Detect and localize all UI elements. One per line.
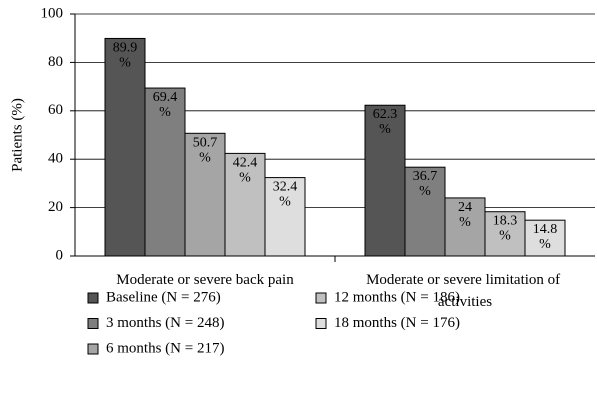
x-tick-label: Moderate or severe back pain bbox=[116, 272, 294, 288]
legend-swatch bbox=[87, 318, 99, 329]
y-tick-label: 80 bbox=[48, 54, 63, 70]
legend-label: 12 months (N = 186) bbox=[334, 289, 460, 305]
legend-swatch bbox=[87, 343, 99, 355]
value-label: 50.7% bbox=[193, 136, 218, 166]
value-label: 36.7% bbox=[413, 169, 438, 199]
y-tick-label: 0 bbox=[56, 247, 64, 263]
y-axis-label: Patients (%) bbox=[9, 98, 25, 172]
value-label: 42.4% bbox=[233, 156, 258, 186]
legend-swatch bbox=[315, 318, 327, 329]
bar bbox=[184, 132, 226, 257]
legend-label: 6 months (N = 217) bbox=[106, 340, 224, 356]
legend-swatch bbox=[315, 292, 327, 304]
bar bbox=[364, 104, 406, 257]
value-label: 89.9% bbox=[113, 41, 138, 71]
y-tick-label: 20 bbox=[48, 199, 63, 215]
legend-swatch bbox=[87, 292, 99, 304]
y-tick-label: 60 bbox=[48, 102, 63, 118]
value-label: 14.8% bbox=[533, 222, 558, 252]
value-label: 69.4% bbox=[153, 90, 178, 120]
x-tick-label: Moderate or severe limitation of activit… bbox=[366, 272, 564, 310]
y-tick-label: 40 bbox=[48, 151, 63, 167]
legend-label: 3 months (N = 248) bbox=[106, 315, 224, 331]
value-label: 24% bbox=[458, 200, 472, 230]
bar bbox=[404, 166, 446, 257]
y-tick-label: 100 bbox=[41, 5, 64, 21]
bar bbox=[144, 87, 186, 257]
value-label: 32.4% bbox=[273, 180, 298, 210]
legend-label: 18 months (N = 176) bbox=[334, 315, 460, 331]
bar bbox=[264, 177, 306, 257]
value-label: 62.3% bbox=[373, 107, 398, 137]
bar bbox=[104, 37, 146, 257]
legend-label: Baseline (N = 276) bbox=[106, 289, 221, 305]
bar bbox=[524, 219, 566, 257]
bar bbox=[224, 152, 266, 257]
value-label: 18.3% bbox=[493, 214, 518, 244]
